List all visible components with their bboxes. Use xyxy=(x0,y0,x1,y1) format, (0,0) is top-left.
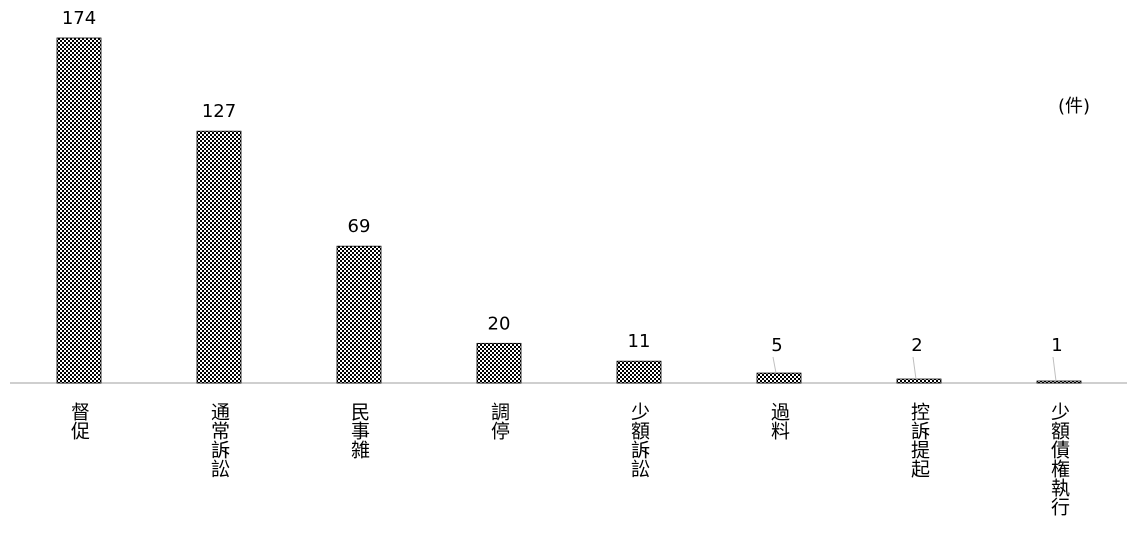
data-label-3: 20 xyxy=(488,313,511,334)
data-label-2: 69 xyxy=(348,216,371,237)
bar-0 xyxy=(56,37,102,384)
data-label-0: 174 xyxy=(62,8,96,29)
leader-line-5 xyxy=(772,356,777,374)
bar-2 xyxy=(336,245,382,384)
data-label-6: 2 xyxy=(911,335,922,356)
bar-5 xyxy=(756,372,802,384)
category-label-6: 控訴提起 xyxy=(908,402,930,478)
category-label-1: 通常訴訟 xyxy=(208,402,230,478)
category-label-7: 少額債権執行 xyxy=(1048,402,1070,516)
data-labels-group: 174 127 69 20 11 5 2 1 xyxy=(62,8,1063,382)
category-label-4: 少額訴訟 xyxy=(628,402,650,478)
bars-group xyxy=(56,37,1082,384)
bar-3 xyxy=(476,342,522,384)
bar-4 xyxy=(616,360,662,384)
category-label-0: 督促 xyxy=(68,402,90,440)
data-label-7: 1 xyxy=(1051,335,1062,356)
leader-line-7 xyxy=(1052,356,1057,382)
bar-6 xyxy=(896,378,942,384)
category-label-3: 調停 xyxy=(488,402,510,440)
data-label-1: 127 xyxy=(202,101,236,122)
category-label-5: 過料 xyxy=(768,402,790,440)
unit-label: (件) xyxy=(1058,96,1091,117)
leader-line-6 xyxy=(912,356,917,380)
bar-7 xyxy=(1036,380,1082,384)
category-label-2: 民事雑 xyxy=(348,402,370,459)
data-label-4: 11 xyxy=(628,331,651,352)
category-labels-group: 督促 通常訴訟 民事雑 調停 少額訴訟 過料 控訴提起 少額債権執行 xyxy=(68,402,1070,516)
bar-1 xyxy=(196,130,242,384)
data-label-5: 5 xyxy=(771,335,782,356)
